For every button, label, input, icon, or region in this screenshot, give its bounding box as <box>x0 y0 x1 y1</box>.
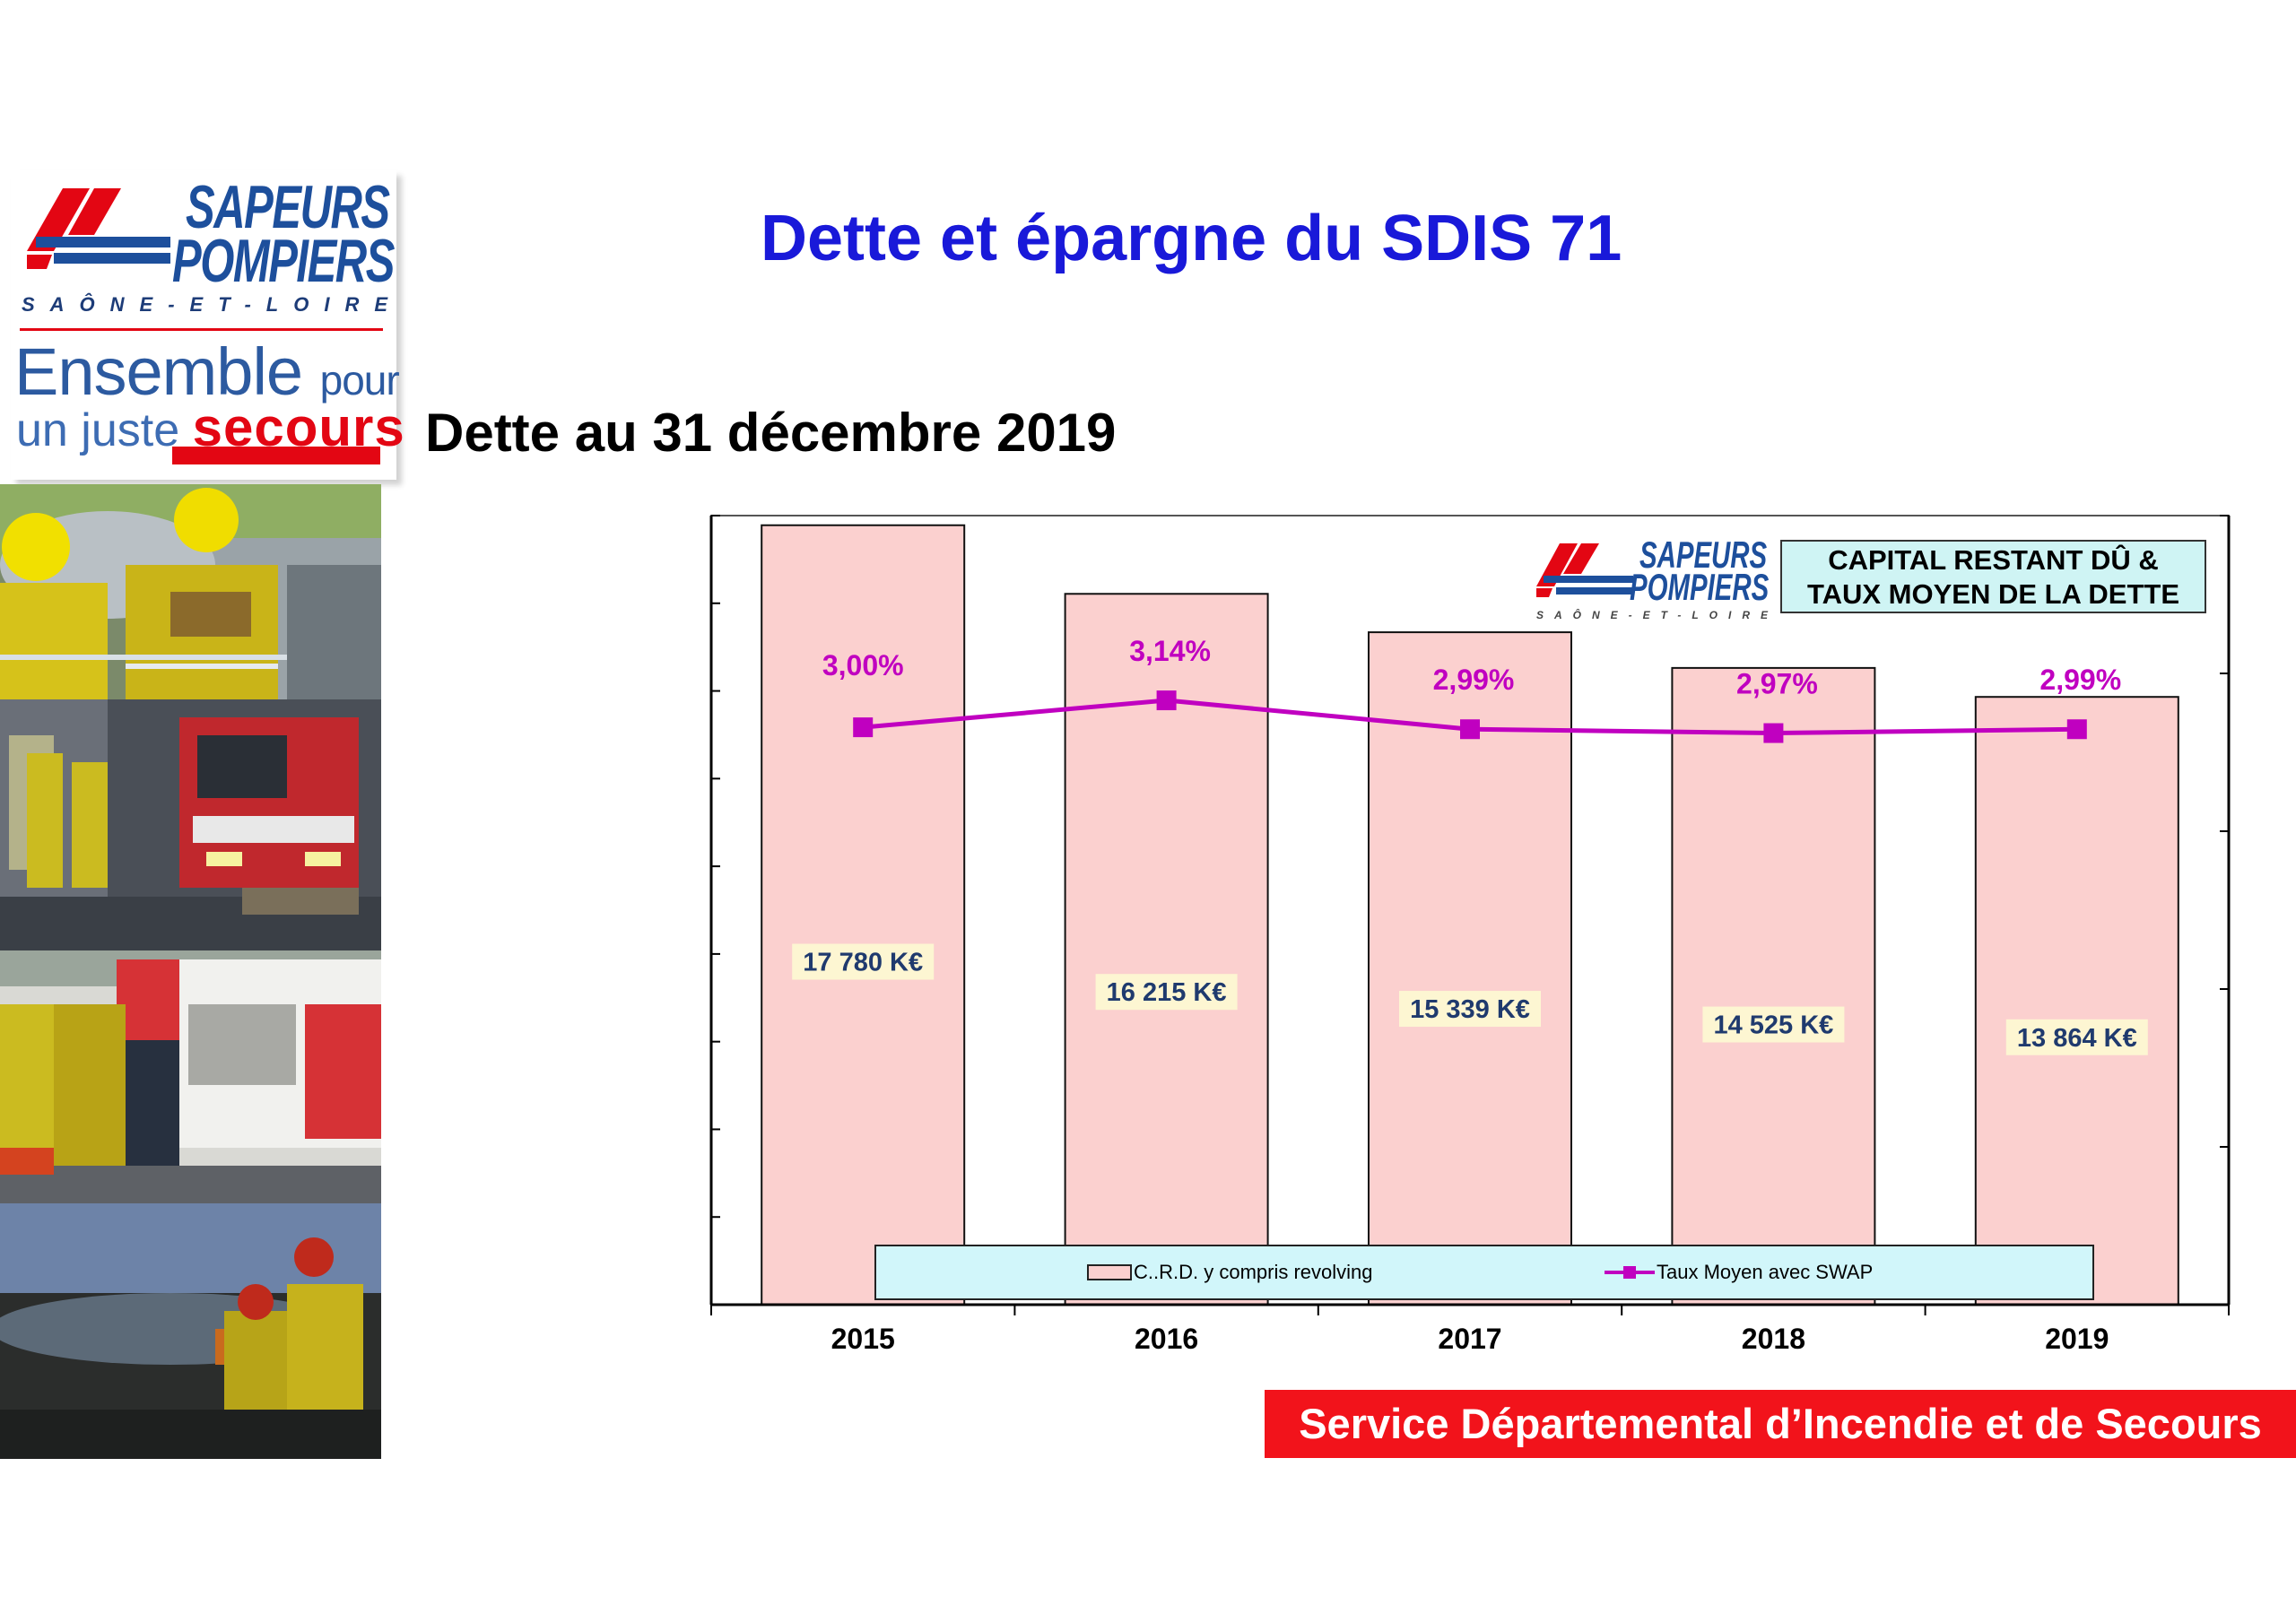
bar-2019 <box>1974 696 2179 1306</box>
photo-forest-fire <box>0 1203 381 1459</box>
rate-label-2017: 2,99% <box>1433 664 1515 696</box>
chart-logo: SAPEURS POMPIERS SAÔNE-ET-LOIRE <box>1536 534 1770 632</box>
rate-point-2016 <box>1156 690 1177 711</box>
bar-value-label-2017: 15 339 K€ <box>1399 991 1541 1028</box>
rate-point-2018 <box>1763 723 1784 743</box>
bar-2016 <box>1064 593 1269 1306</box>
logo-red-bar <box>172 447 380 464</box>
bar-2017 <box>1368 631 1572 1306</box>
bar-value-text: 15 339 K€ <box>1410 995 1530 1024</box>
bar-value-label-bg <box>1702 1006 1845 1043</box>
flag-swoosh-icon <box>27 188 170 269</box>
bar-value-label-bg <box>1399 991 1541 1028</box>
slogan-ensemble: Ensemble <box>14 334 303 409</box>
chart-legend: C..R.D. y compris revolving Taux Moyen a… <box>874 1245 2094 1300</box>
sdis-logo: SAPEURS POMPIERS SAÔNE-ET-LOIRE Ensemble… <box>11 170 404 480</box>
rate-label-2016: 3,14% <box>1129 635 1211 667</box>
page-subtitle: Dette au 31 décembre 2019 <box>425 403 1117 463</box>
legend-line-label: Taux Moyen avec SWAP <box>1657 1261 1874 1283</box>
debt-chart: 17 780 K€ 16 215 K€ 15 339 K€ 14 525 K€ 13 8… <box>700 511 2251 1381</box>
photo-fire-truck-image <box>0 699 381 950</box>
bar-value-label-2015: 17 780 K€ <box>792 943 935 980</box>
rate-label-2019: 2,99% <box>2039 664 2121 696</box>
legend-item-bars: C..R.D. y compris revolving <box>1087 1261 1373 1284</box>
rate-label-2018: 2,97% <box>1736 668 1818 700</box>
legend-bar-label: C..R.D. y compris revolving <box>1134 1261 1373 1283</box>
photo-firefighters-rescue <box>0 484 381 699</box>
page-title: Dette et épargne du SDIS 71 <box>761 203 1622 274</box>
rate-point-2015 <box>853 717 874 738</box>
logo-brand-line1: SAPEURS <box>186 173 390 241</box>
chart-canvas: 17 780 K€ 16 215 K€ 15 339 K€ 14 525 K€ 13 8… <box>709 515 2231 1315</box>
bar-value-label-2016: 16 215 K€ <box>1095 974 1238 1011</box>
bar-value-text: 13 864 K€ <box>2017 1024 2137 1053</box>
photo-rescue-image <box>0 484 381 699</box>
x-label-2015: 2015 <box>831 1323 895 1355</box>
logo-brand-line2: POMPIERS <box>172 227 395 295</box>
bar-value-text: 16 215 K€ <box>1107 978 1227 1007</box>
logo-slogan-line1: Ensemble pour <box>14 334 400 410</box>
legend-line-swatch <box>1605 1266 1655 1279</box>
bar-value-label-2018: 14 525 K€ <box>1702 1006 1845 1043</box>
legend-item-line: Taux Moyen avec SWAP <box>1605 1261 1873 1284</box>
bar-value-text: 17 780 K€ <box>803 949 923 977</box>
bar-value-label-bg <box>1095 974 1238 1011</box>
bar-2018 <box>1671 666 1876 1306</box>
bar-value-text: 14 525 K€ <box>1713 1011 1833 1040</box>
chart-title-line2: TAUX MOYEN DE LA DETTE <box>1806 578 2180 610</box>
bar-value-label-bg <box>2005 1019 2148 1055</box>
photo-fire-truck <box>0 699 381 950</box>
rate-point-2019 <box>2066 719 2087 740</box>
photo-ambulance-image <box>0 950 381 1203</box>
x-label-2018: 2018 <box>1741 1323 1805 1355</box>
photo-forest-fire-image <box>0 1203 381 1459</box>
rate-point-2017 <box>1460 719 1480 740</box>
bar-value-label-2019: 13 864 K€ <box>2005 1019 2148 1055</box>
logo-divider <box>20 328 383 331</box>
chart-logo-line1: SAPEURS <box>1639 534 1768 576</box>
x-label-2017: 2017 <box>1438 1323 1502 1355</box>
chart-logo-region: SAÔNE-ET-LOIRE <box>1536 609 1779 621</box>
bar-2015 <box>761 524 966 1306</box>
x-label-2019: 2019 <box>2045 1323 2109 1355</box>
slogan-pour: pour <box>319 357 400 404</box>
bar-value-label-bg <box>792 943 935 980</box>
rate-label-2015: 3,00% <box>822 649 904 681</box>
legend-bar-swatch <box>1087 1264 1132 1280</box>
x-axis-labels: 2015 2016 2017 2018 2019 <box>700 1323 2251 1358</box>
chart-title: CAPITAL RESTANT DÛ & TAUX MOYEN DE LA DE… <box>1780 540 2206 613</box>
chart-logo-flag-icon <box>1536 543 1633 597</box>
x-label-2016: 2016 <box>1135 1323 1199 1355</box>
footer-banner: Service Départemental d’Incendie et de S… <box>1265 1390 2296 1458</box>
photo-ambulance <box>0 950 381 1203</box>
slogan-un-juste: un juste <box>16 404 180 456</box>
logo-region: SAÔNE-ET-LOIRE <box>22 293 404 316</box>
chart-logo-line2: POMPIERS <box>1630 566 1770 608</box>
chart-title-line1: CAPITAL RESTANT DÛ & <box>1828 544 2159 576</box>
